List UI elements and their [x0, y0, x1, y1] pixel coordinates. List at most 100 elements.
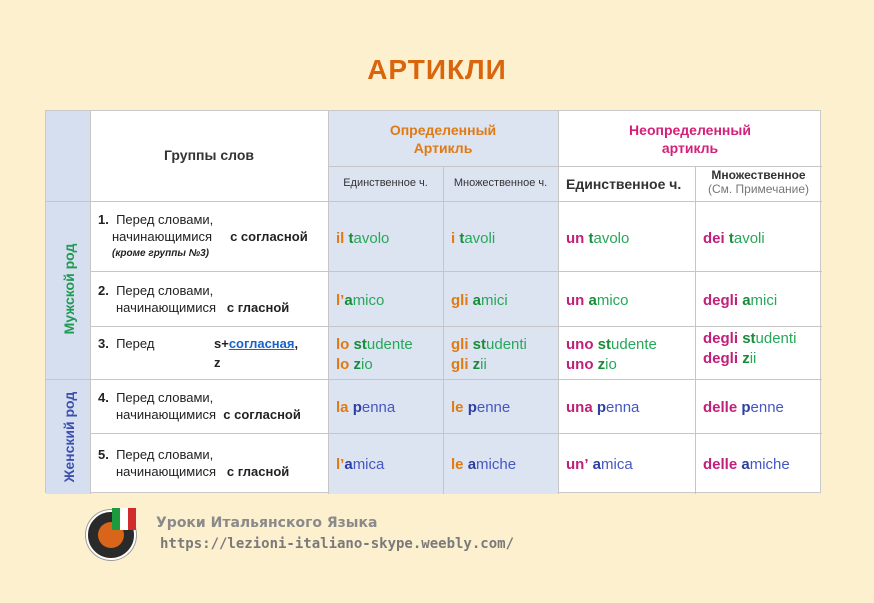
noun-initial: t	[728, 230, 734, 247]
article-word: degli	[703, 330, 739, 347]
noun-rest: ii	[749, 350, 757, 367]
footer-url-link[interactable]: https://lezioni-italiano-skype.weebly.co…	[160, 536, 515, 552]
def-plural-header: Множественное ч.	[453, 177, 548, 189]
noun-rest: udente	[366, 336, 413, 353]
article-word: l’	[336, 456, 345, 473]
noun-initial: a	[742, 292, 751, 309]
noun-rest: udente	[611, 336, 657, 353]
article-word: degli	[703, 292, 739, 309]
noun-initial: a	[472, 292, 482, 309]
noun-initial: t	[348, 230, 354, 247]
footer-school-name: Уроки Итальянского Языка	[156, 515, 378, 531]
noun-rest: mico	[352, 292, 385, 309]
noun-initial: a	[467, 456, 477, 473]
example-def-s-row-5: l’amica	[336, 455, 384, 475]
noun-initial: a	[588, 292, 597, 309]
italian-flag-icon	[112, 508, 136, 530]
article-word: il	[336, 230, 345, 247]
article-word: la	[336, 399, 349, 416]
group-row-2: 2. Перед словами, начинающимися с гласно…	[98, 283, 290, 315]
definite-header: Определенный Артикль	[389, 122, 497, 156]
noun-rest: miche	[749, 456, 790, 473]
noun-initial: p	[741, 399, 751, 416]
noun-initial: a	[592, 456, 602, 473]
noun-initial: z	[472, 356, 481, 373]
indef-singular-header: Единственное ч.	[566, 176, 682, 192]
example-def-s-row-4: la penna	[336, 398, 395, 418]
example-def-s-row-3: lo studente lo zio	[336, 335, 413, 375]
example-ind-s-row-2: un amico	[566, 291, 629, 311]
noun-initial: z	[742, 350, 750, 367]
article-word: un	[566, 292, 585, 309]
noun-rest: mici	[481, 292, 508, 309]
def-singular-header: Единственное ч.	[343, 177, 428, 189]
indefinite-header: Неопределенный артикль	[629, 122, 751, 156]
article-word: le	[451, 399, 464, 416]
article-word: una	[566, 399, 593, 416]
group-row-5: 5. Перед словами, начинающимися с гласно…	[98, 447, 290, 479]
noun-initial: z	[353, 356, 362, 373]
noun-rest: udenti	[486, 336, 527, 353]
example-def-p-row-3: gli studenti gli zii	[451, 335, 527, 375]
group-row-3: 3. Перед s+согласная, z	[98, 336, 299, 370]
example-ind-s-row-4: una penna	[566, 398, 639, 418]
article-word: dei	[703, 230, 725, 247]
page-title: АРТИКЛИ	[367, 54, 507, 85]
noun-initial: st	[597, 336, 612, 353]
indef-plural-header: Множественное (См. Примечание)	[707, 168, 810, 196]
noun-rest: enna	[606, 399, 640, 416]
feminine-label: Женский род	[61, 391, 77, 483]
noun-initial: t	[459, 230, 465, 247]
noun-initial: a	[344, 292, 353, 309]
example-def-p-row-1: i tavoli	[451, 229, 495, 249]
article-word: delle	[703, 399, 738, 416]
groups-header: Группы слов	[164, 147, 254, 163]
noun-rest: io	[361, 356, 373, 373]
noun-rest: enne	[750, 399, 784, 416]
example-def-s-row-1: il tavolo	[336, 229, 389, 249]
noun-initial: a	[344, 456, 353, 473]
noun-initial: st	[353, 336, 367, 353]
noun-initial: z	[597, 356, 606, 373]
article-word: degli	[703, 350, 739, 367]
consonant-link[interactable]: согласная	[228, 336, 295, 351]
noun-initial: a	[741, 456, 750, 473]
noun-initial: st	[472, 336, 487, 353]
masculine-label: Мужской род	[61, 243, 77, 335]
example-ind-p-row-3: degli studenti degli zii	[703, 329, 796, 369]
noun-rest: avoli	[464, 230, 496, 247]
example-def-p-row-4: le penne	[451, 398, 510, 418]
example-def-p-row-2: gli amici	[451, 291, 508, 311]
noun-rest: io	[605, 356, 617, 373]
article-word: delle	[703, 456, 738, 473]
group-row-1: 1. Перед словами, начинающимися с соглас…	[98, 212, 308, 259]
noun-initial: p	[596, 399, 607, 416]
example-ind-s-row-3: uno studente uno zio	[566, 335, 657, 375]
article-word: le	[451, 456, 464, 473]
noun-rest: enne	[476, 399, 511, 416]
article-word: i	[451, 230, 456, 247]
group-row-4: 4. Перед словами, начинающимися с соглас…	[98, 390, 301, 422]
example-ind-p-row-5: delle amiche	[703, 455, 790, 475]
noun-rest: udenti	[755, 330, 797, 347]
noun-rest: miche	[476, 456, 517, 473]
article-word: un’	[566, 456, 589, 473]
noun-rest: mica	[352, 456, 385, 473]
article-word: gli	[451, 336, 469, 353]
side-column-bg	[46, 111, 90, 494]
noun-rest: avolo	[593, 230, 630, 247]
noun-rest: avoli	[733, 230, 765, 247]
article-word: l’	[336, 292, 345, 309]
example-ind-s-row-5: un’ amica	[566, 455, 633, 475]
example-ind-p-row-2: degli amici	[703, 291, 777, 311]
noun-rest: avolo	[353, 230, 390, 247]
noun-initial: p	[467, 399, 477, 416]
article-word: uno	[566, 356, 594, 373]
noun-initial: t	[588, 230, 594, 247]
example-def-p-row-5: le amiche	[451, 455, 516, 475]
article-word: un	[566, 230, 585, 247]
article-word: gli	[451, 356, 469, 373]
school-logo	[86, 508, 136, 560]
noun-rest: mico	[596, 292, 629, 309]
noun-initial: st	[742, 330, 756, 347]
